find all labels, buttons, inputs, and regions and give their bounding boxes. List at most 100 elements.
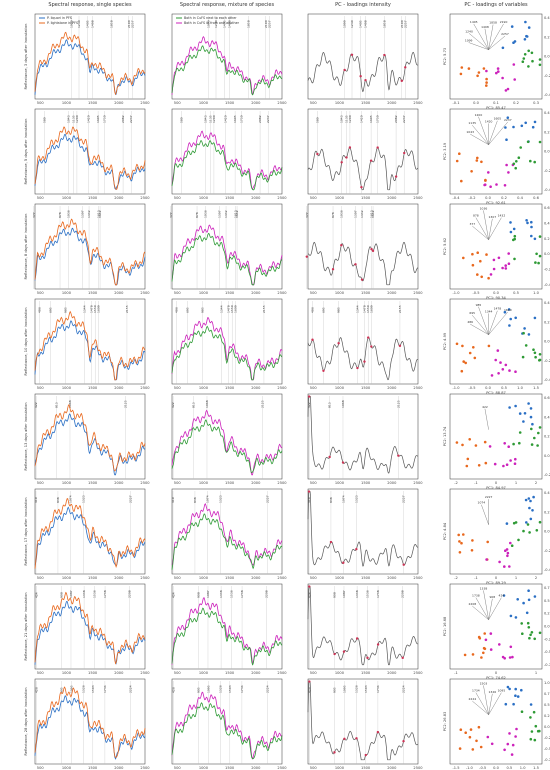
annotation-label: 908	[197, 592, 201, 598]
pca-point	[524, 20, 527, 24]
pca-point	[508, 687, 511, 691]
x-tick-label: 2500	[277, 101, 287, 105]
x-tick-label: 1000	[335, 386, 345, 390]
x-tick-label: 1000	[335, 671, 345, 675]
annotation-label: 1307	[354, 210, 358, 218]
x-tick-label: 1000	[335, 291, 345, 295]
annotation-label: 1858	[246, 20, 250, 28]
x-tick-label: 2500	[140, 386, 150, 390]
pca-x-tick: 1.5	[533, 766, 539, 770]
x-tick-label: 1000	[199, 291, 209, 295]
x-tick-label: 1500	[225, 481, 235, 485]
x-tick-label: 1000	[199, 196, 209, 200]
pca-point	[533, 436, 536, 440]
pca-point	[520, 688, 523, 692]
annotation-label: 1730	[240, 115, 244, 123]
pca-vector-label: 1043	[466, 130, 474, 134]
pca-point	[514, 404, 517, 408]
pca-x-tick: -1	[474, 481, 478, 485]
x-tick-label: 1000	[62, 101, 72, 105]
loading-line	[307, 147, 419, 191]
pca-point	[509, 614, 513, 618]
pca-point	[475, 739, 478, 743]
annotation-label: 1323	[81, 495, 85, 503]
pca-vector	[483, 210, 489, 240]
annotation-label: 1338	[355, 590, 359, 598]
pca-vector	[488, 23, 504, 50]
pca-y-tick: 0.4	[544, 16, 550, 20]
pca-xlabel: PC1: 88.87	[486, 391, 506, 395]
loading-marker	[308, 585, 311, 588]
x-tick-label: 1000	[199, 386, 209, 390]
pca-point	[524, 498, 528, 502]
pca-x-tick: 0.5	[513, 291, 519, 295]
pca-point	[506, 87, 510, 91]
loading-marker	[367, 336, 370, 339]
pca-x-tick: -0.5	[479, 766, 486, 770]
pca-vector-label: 2208	[469, 602, 477, 606]
annotation-label: 1068	[68, 400, 72, 408]
pca-point	[534, 261, 537, 264]
x-tick-label: 500	[37, 576, 45, 580]
pca-frame-r6	[449, 488, 543, 575]
annotation-label: 2125	[260, 400, 264, 408]
pca-ylabel: PC2: 3.19	[443, 142, 447, 160]
pca-point	[505, 138, 508, 141]
pca-point	[512, 63, 516, 66]
loading-marker	[328, 455, 331, 459]
pca-vector	[472, 225, 489, 240]
pca-point	[489, 632, 493, 635]
pca-point	[506, 116, 510, 119]
annotation-label: 905	[59, 687, 63, 693]
pca-x-tick: 1.0	[520, 766, 526, 770]
panel-frame-r8-c2	[171, 678, 283, 765]
pca-vector	[475, 692, 489, 715]
x-tick-label: 2000	[251, 481, 261, 485]
series-line-1	[34, 413, 146, 476]
annotation-label: 2224	[129, 685, 133, 693]
loading-marker	[398, 344, 402, 348]
panel-frame-r7-c3	[307, 583, 419, 670]
pca-point	[489, 185, 492, 188]
x-tick-label: 2500	[140, 671, 150, 675]
pca-xlabel: PC1: 85.47	[486, 106, 506, 110]
annotation-label: 2208	[401, 590, 405, 598]
loading-marker	[402, 739, 405, 743]
series-line-1	[171, 502, 283, 566]
x-tick-label: 2000	[251, 576, 261, 580]
pca-xlabel: PC1: 92.61	[486, 201, 506, 205]
pca-point	[503, 565, 506, 568]
pca-point	[504, 549, 507, 552]
pca-vector-label: 1609	[504, 308, 512, 312]
x-tick-label: 2500	[413, 481, 423, 485]
loading-marker	[369, 159, 373, 162]
loading-marker	[364, 753, 367, 757]
annotation-label: 1405	[359, 20, 363, 28]
pca-point	[502, 594, 506, 597]
annotation-label: 1858	[382, 20, 386, 28]
pca-point	[525, 521, 528, 524]
pca-point	[493, 462, 497, 466]
series-line-1	[171, 409, 283, 476]
annotation-label: 2224	[402, 685, 406, 693]
pca-y-tick: 0.0	[544, 150, 550, 154]
pca-vector-label: 1135	[468, 121, 476, 125]
loading-marker	[366, 656, 369, 660]
pca-point	[482, 646, 486, 650]
pca-y-tick: -0.25	[544, 736, 550, 740]
pca-point	[508, 324, 511, 327]
annotation-label: 1043	[204, 115, 208, 123]
pca-vector	[470, 323, 489, 335]
series-line-2	[34, 498, 146, 569]
pca-vector-label: 377	[469, 222, 475, 226]
pca-point	[467, 67, 471, 70]
pca-point	[525, 35, 529, 38]
pca-point	[477, 464, 481, 467]
annotation-label: 1478	[226, 305, 230, 313]
pca-y-tick: 0.0	[544, 252, 550, 256]
x-tick-label: 500	[310, 386, 318, 390]
annotation-label: 1074	[68, 495, 72, 503]
pca-vector-label: 1095	[498, 689, 506, 693]
pca-vector	[470, 133, 489, 145]
